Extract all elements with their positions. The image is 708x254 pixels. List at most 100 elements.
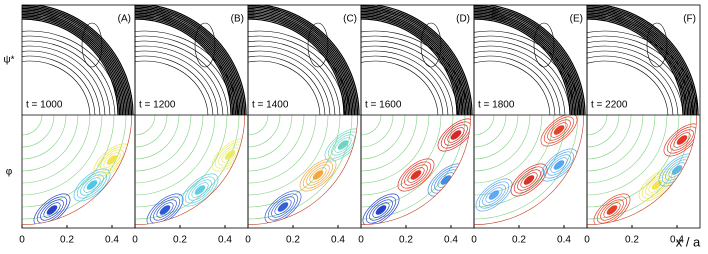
phi-panel xyxy=(361,115,471,225)
contour xyxy=(474,40,571,115)
contour xyxy=(587,40,689,115)
contour xyxy=(306,164,330,186)
contour xyxy=(86,180,98,190)
contour xyxy=(397,158,435,192)
contour xyxy=(407,167,425,183)
contour xyxy=(475,178,513,212)
x-tick-label: 0.2 xyxy=(512,235,526,246)
contour xyxy=(437,118,471,152)
contour xyxy=(271,196,295,218)
x-tick-label: 0.4 xyxy=(444,235,458,246)
contour xyxy=(184,176,216,204)
contour xyxy=(135,35,234,115)
contour xyxy=(606,205,618,215)
streamfunction-panel xyxy=(474,5,586,115)
contour xyxy=(670,129,694,151)
time-label: t = 1800 xyxy=(478,100,515,111)
x-tick-label: 0.2 xyxy=(399,235,413,246)
contour xyxy=(312,170,324,180)
time-label: t = 1400 xyxy=(252,100,289,111)
contour xyxy=(76,171,108,199)
contour xyxy=(540,148,578,182)
time-label: t = 2200 xyxy=(591,100,628,111)
row-label: φ xyxy=(6,167,13,178)
contour xyxy=(553,125,565,135)
contour xyxy=(510,163,548,197)
contour xyxy=(302,161,334,189)
panel-label: (F) xyxy=(683,14,696,25)
contour xyxy=(676,135,688,145)
contour xyxy=(267,193,299,221)
contour xyxy=(474,45,566,115)
x-tick-label: 0.4 xyxy=(218,235,232,246)
contour xyxy=(43,202,61,218)
contour xyxy=(587,45,684,115)
contour xyxy=(450,130,462,140)
contour xyxy=(309,167,327,183)
phi-panel xyxy=(248,115,358,225)
boundary xyxy=(361,115,471,225)
contour xyxy=(440,121,471,149)
contour xyxy=(645,174,669,196)
x-tick-label: 0 xyxy=(245,235,251,246)
contour xyxy=(641,171,673,199)
x-tick-label: 0.4 xyxy=(670,235,684,246)
contour xyxy=(248,55,326,115)
frame xyxy=(586,4,701,229)
contour xyxy=(362,193,400,225)
phi-panel xyxy=(135,115,245,225)
contour xyxy=(361,60,439,115)
contour xyxy=(372,202,390,218)
contour xyxy=(587,50,679,115)
contour xyxy=(274,199,292,215)
contour xyxy=(106,155,118,165)
contour xyxy=(361,45,454,115)
frame xyxy=(21,4,136,229)
streamfunction-panel xyxy=(22,5,134,115)
contour xyxy=(248,40,341,115)
phi-panel xyxy=(22,115,132,225)
time-label: t = 1200 xyxy=(139,100,176,111)
frame xyxy=(247,4,362,229)
contour xyxy=(488,190,500,200)
contour xyxy=(96,146,128,174)
contour xyxy=(22,60,91,115)
contour xyxy=(673,132,691,148)
contour xyxy=(543,151,575,179)
contour xyxy=(474,55,556,115)
contour xyxy=(191,182,209,198)
x-tick-label: 0 xyxy=(19,235,25,246)
time-label: t = 1000 xyxy=(26,100,63,111)
contour xyxy=(81,22,103,68)
contour xyxy=(22,45,106,115)
contour xyxy=(550,122,568,138)
x-tick-label: 0 xyxy=(584,235,590,246)
contour xyxy=(369,199,393,221)
contour xyxy=(478,181,510,209)
contour xyxy=(156,202,174,218)
x-tick-label: 0.2 xyxy=(625,235,639,246)
contour xyxy=(334,137,352,153)
streamfunction-panel xyxy=(248,5,360,115)
panel-label: (A) xyxy=(118,14,131,25)
contour xyxy=(194,185,206,195)
contour xyxy=(474,60,551,115)
contour xyxy=(361,40,459,115)
contour xyxy=(224,150,236,160)
contour xyxy=(153,199,177,221)
contour xyxy=(83,177,101,193)
contour xyxy=(482,184,506,206)
contour xyxy=(520,172,538,188)
contour xyxy=(587,35,694,115)
contour xyxy=(648,177,666,193)
contour xyxy=(324,128,358,162)
contour xyxy=(404,164,428,186)
contour xyxy=(22,35,116,115)
contour xyxy=(135,40,229,115)
contour xyxy=(307,22,329,68)
contour xyxy=(474,30,581,115)
contour xyxy=(248,35,346,115)
contour xyxy=(36,196,68,224)
boundary xyxy=(587,115,697,225)
contour xyxy=(135,50,219,115)
